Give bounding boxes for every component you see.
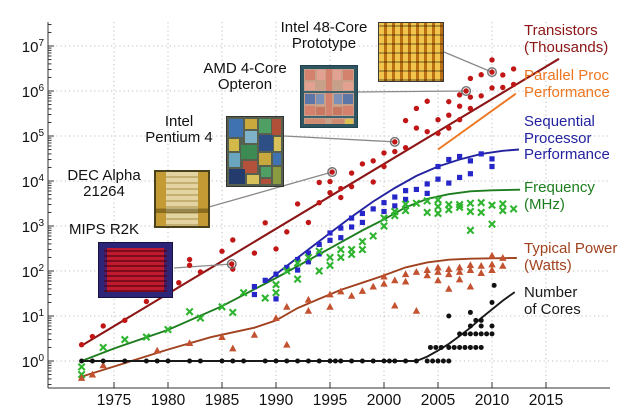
series-label-typical-power: Typical Power (Watts) xyxy=(524,240,618,274)
leader-lines xyxy=(173,51,493,269)
y-axis-tick-label: 100 xyxy=(21,353,44,371)
y-axis-tick-label: 101 xyxy=(21,308,44,326)
axes xyxy=(47,22,610,389)
x-axis-tick-label: 2005 xyxy=(420,392,456,409)
y-axis-tick-label: 106 xyxy=(21,83,44,101)
x-axis-tick-label: 1985 xyxy=(204,392,240,409)
x-axis-tick-label: 1975 xyxy=(96,392,132,409)
dec-alpha-21264-die-photo xyxy=(154,170,210,228)
y-axis-tick-label: 104 xyxy=(21,173,44,191)
intel-pentium-4-die-photo xyxy=(226,116,284,187)
scatter-markers xyxy=(77,57,518,381)
x-axis-tick-label: 1995 xyxy=(312,392,348,409)
x-axis-tick-label: 2015 xyxy=(528,392,564,409)
y-axis-tick-label: 107 xyxy=(21,38,44,56)
series-label-sequential-performance: Sequential Processor Performance xyxy=(524,113,610,163)
x-axis-tick-label: 2010 xyxy=(474,392,510,409)
x-axis-tick-label: 2000 xyxy=(366,392,402,409)
annotation-amd-4-core-opteron: AMD 4-Core Opteron xyxy=(203,60,287,93)
mips-r2k-die-photo xyxy=(98,242,173,298)
x-axis-tick-label: 1990 xyxy=(258,392,294,409)
y-axis-tick-label: 105 xyxy=(21,128,44,146)
series-label-transistors: Transistors (Thousands) xyxy=(524,22,609,56)
annotation-intel-pentium-4: Intel Pentium 4 xyxy=(145,113,213,146)
annotation-dec-alpha-21264: DEC Alpha 21264 xyxy=(67,167,141,200)
amd-4-core-opteron-die-photo xyxy=(300,65,358,128)
annotation-intel-48-core-prototype: Intel 48-Core Prototype xyxy=(280,19,368,52)
series-label-frequency: Frequency (MHz) xyxy=(524,179,595,213)
annotation-rings xyxy=(226,67,498,270)
trend-frequency-mhz- xyxy=(81,188,521,362)
x-axis-tick-label: 1980 xyxy=(150,392,186,409)
y-axis-tick-label: 102 xyxy=(21,263,44,281)
series-label-parallel-performance: Parallel Proc Performance xyxy=(524,67,610,101)
series-label-number-of-cores: Number of Cores xyxy=(524,284,581,318)
y-axis-tick-label: 103 xyxy=(21,218,44,236)
intel-48-core-die-photo xyxy=(378,22,444,82)
trend-parallel-proc-performance xyxy=(437,92,517,151)
annotation-mips-r2k: MIPS R2K xyxy=(68,221,140,238)
